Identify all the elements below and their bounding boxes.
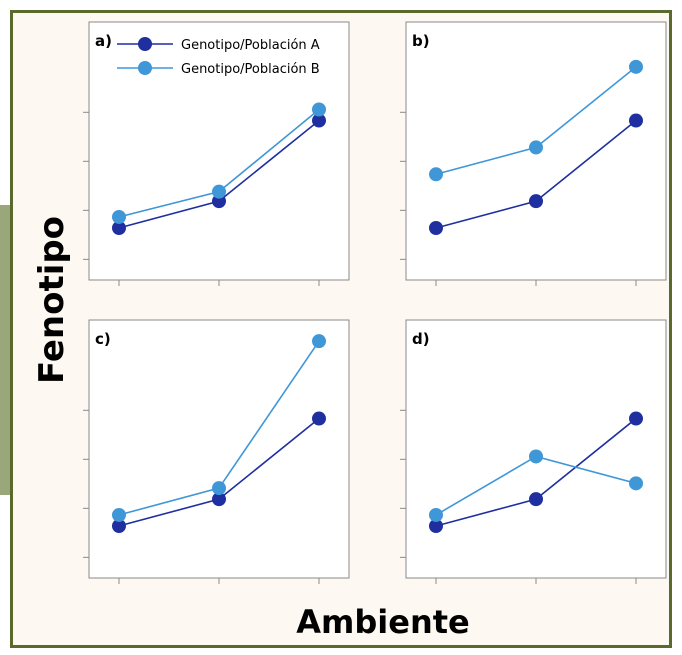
data-point-a <box>112 221 126 235</box>
data-point-b <box>629 476 643 491</box>
data-point-a <box>529 492 543 507</box>
data-point-b <box>312 334 326 349</box>
data-point-b <box>112 507 126 522</box>
panel-label: d) <box>412 330 430 348</box>
panel-frame <box>405 319 667 579</box>
data-point-a <box>312 113 326 128</box>
y-axis-label: Fenotipo <box>32 216 72 384</box>
panel-3: c) <box>83 319 350 584</box>
data-point-a <box>312 411 326 426</box>
data-point-a <box>429 221 443 235</box>
panel-label: b) <box>412 32 430 50</box>
data-point-a <box>629 411 643 426</box>
data-point-b <box>312 102 326 117</box>
panel-2: b) <box>400 21 667 286</box>
data-point-b <box>429 507 443 522</box>
panel-label: a) <box>95 32 112 50</box>
data-point-b <box>529 140 543 155</box>
data-point-a <box>112 519 126 533</box>
data-point-a <box>429 519 443 533</box>
data-point-b <box>212 481 226 496</box>
data-point-a <box>212 492 226 507</box>
data-point-b <box>212 184 226 199</box>
panel-frame <box>88 319 350 579</box>
x-axis-label: Ambiente <box>296 603 469 641</box>
legend-marker-a <box>138 37 152 51</box>
panel-label: c) <box>95 330 111 348</box>
data-point-b <box>629 59 643 74</box>
legend-entry: Genotipo/Población A <box>181 38 320 53</box>
panel-4: d) <box>400 319 667 584</box>
data-point-b <box>429 167 443 182</box>
data-point-a <box>529 194 543 209</box>
legend-entry: Genotipo/Población B <box>181 62 320 77</box>
data-point-a <box>629 113 643 128</box>
data-point-b <box>112 209 126 224</box>
data-point-b <box>529 449 543 464</box>
panel-1: a) Genotipo/Población A Genotipo/Población… <box>83 21 350 286</box>
panels-group: a) Genotipo/Población A Genotipo/Población… <box>83 21 667 584</box>
panel-frame <box>88 21 350 281</box>
legend-marker-b <box>138 61 152 75</box>
